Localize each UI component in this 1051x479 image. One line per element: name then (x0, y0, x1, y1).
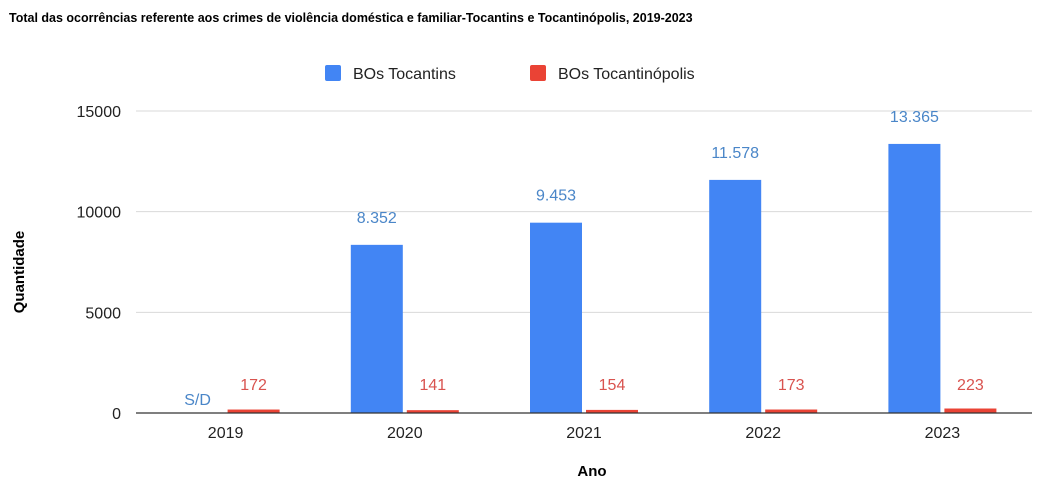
bar-tocantinopolis (586, 409, 638, 413)
bar-tocantinopolis (944, 408, 997, 413)
bar-tocantins (530, 222, 582, 413)
x-tick-label: 2021 (566, 425, 602, 442)
bar-tocantinopolis (227, 409, 280, 413)
data-label: 154 (599, 377, 626, 394)
bar-tocantins (709, 179, 762, 413)
data-label: 8.352 (357, 210, 397, 227)
bar-tocantinopolis (765, 409, 818, 413)
legend-label: BOs Tocantinópolis (558, 66, 695, 83)
y-tick-label: 15000 (77, 104, 122, 121)
bar-tocantins (350, 244, 403, 413)
chart-title: Total das ocorrências referente aos crim… (9, 11, 693, 25)
bar-tocantinopolis (406, 410, 459, 413)
x-tick-label: 2022 (745, 425, 781, 442)
y-axis-title: Quantidade (11, 231, 28, 314)
data-label: 172 (240, 377, 267, 394)
data-label: 173 (778, 377, 805, 394)
legend-swatch (325, 65, 341, 81)
legend: BOs Tocantins BOs Tocantinópolis (325, 65, 695, 83)
y-tick-label: 5000 (85, 305, 121, 322)
x-axis-title: Ano (577, 463, 606, 479)
legend-swatch (530, 65, 546, 81)
data-label: 11.578 (711, 145, 759, 162)
bars (227, 143, 997, 413)
data-label: 141 (419, 377, 446, 394)
data-label: 223 (957, 377, 984, 394)
data-label: 9.453 (536, 188, 576, 205)
data-label: 13.365 (890, 109, 939, 126)
axes: 0 5000 10000 15000 2019 2020 2021 2022 2023 (77, 104, 1032, 442)
bar-tocantins (888, 143, 941, 413)
y-tick-label: 0 (112, 406, 121, 423)
x-tick-label: 2023 (925, 425, 961, 442)
x-tick-label: 2020 (387, 425, 423, 442)
data-label: S/D (184, 392, 211, 409)
gridlines (136, 110, 1032, 313)
y-tick-label: 10000 (77, 205, 122, 222)
data-labels: S/D 172 8.352 141 9.453 154 11.578 173 13.365 223 (184, 109, 984, 409)
x-tick-label: 2019 (208, 425, 244, 442)
legend-label: BOs Tocantins (353, 66, 456, 83)
